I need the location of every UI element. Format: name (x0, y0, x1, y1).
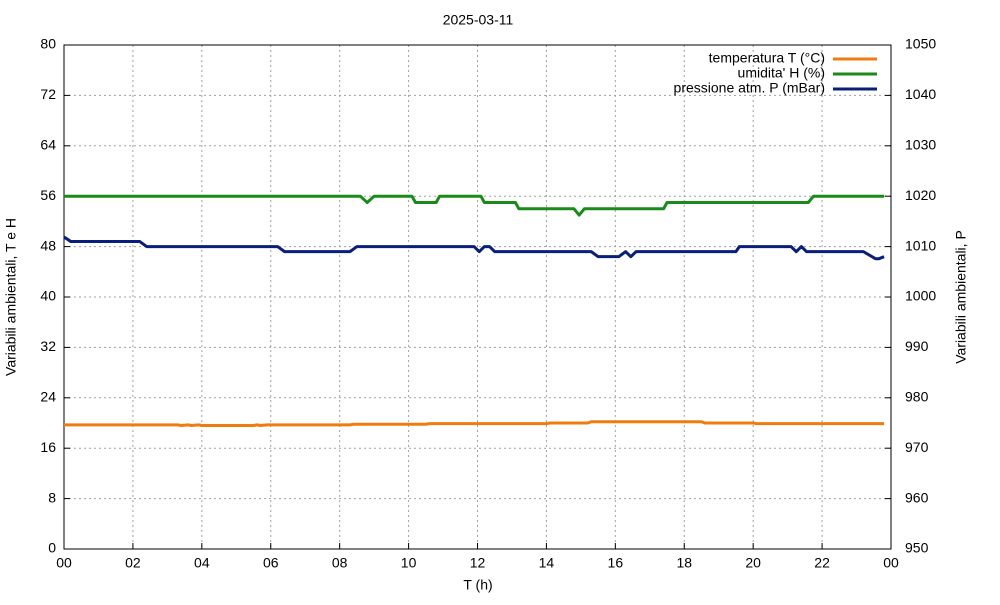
y-tick-label: 48 (40, 237, 56, 253)
legend-label: temperatura T (°C) (709, 50, 825, 66)
x-tick-label: 10 (401, 555, 417, 571)
y-axis-label: Variabili ambientali, T e H (3, 218, 19, 376)
y-tick-label: 16 (40, 439, 56, 455)
series-line (64, 420, 885, 428)
y2-tick-label: 1030 (905, 137, 936, 153)
x-tick-label: 08 (332, 555, 348, 571)
x-axis-label: T (h) (463, 577, 492, 593)
x-tick-label: 18 (676, 555, 692, 571)
series-line (64, 194, 885, 217)
y2-tick-label: 960 (905, 489, 929, 505)
y-tick-label: 0 (48, 540, 56, 556)
x-tick-label: 04 (194, 555, 210, 571)
y-tick-label: 72 (40, 86, 56, 102)
y-tick-label: 56 (40, 187, 56, 203)
legend-label: umidita' H (%) (738, 65, 825, 81)
x-tick-label: 20 (745, 555, 761, 571)
y-tick-label: 64 (40, 137, 56, 153)
x-tick-label: 06 (263, 555, 279, 571)
legend-label: pressione atm. P (mBar) (674, 80, 825, 96)
y-tick-label: 80 (40, 36, 56, 52)
y2-tick-label: 990 (905, 338, 929, 354)
y-tick-label: 40 (40, 288, 56, 304)
x-tick-label: 12 (470, 555, 486, 571)
x-tick-label: 14 (539, 555, 555, 571)
y2-axis-label: Variabili ambientali, P (953, 230, 969, 364)
chart-title: 2025-03-11 (443, 12, 514, 28)
y2-tick-label: 1040 (905, 86, 936, 102)
x-tick-label: 22 (814, 555, 830, 571)
y-tick-label: 8 (48, 489, 56, 505)
y2-tick-label: 1010 (905, 237, 936, 253)
x-tick-label: 16 (608, 555, 624, 571)
x-tick-label: 02 (125, 555, 141, 571)
plot-frame (63, 44, 892, 550)
series-line (63, 235, 885, 261)
y2-tick-label: 1000 (905, 288, 936, 304)
y2-tick-label: 950 (905, 540, 929, 556)
y2-tick-label: 1050 (905, 36, 936, 52)
y2-tick-label: 980 (905, 389, 929, 405)
y-tick-label: 32 (40, 338, 56, 354)
y2-tick-label: 970 (905, 439, 929, 455)
y-tick-label: 24 (40, 389, 56, 405)
x-tick-label: 00 (883, 555, 899, 571)
x-tick-label: 00 (56, 555, 72, 571)
y2-tick-label: 1020 (905, 187, 936, 203)
